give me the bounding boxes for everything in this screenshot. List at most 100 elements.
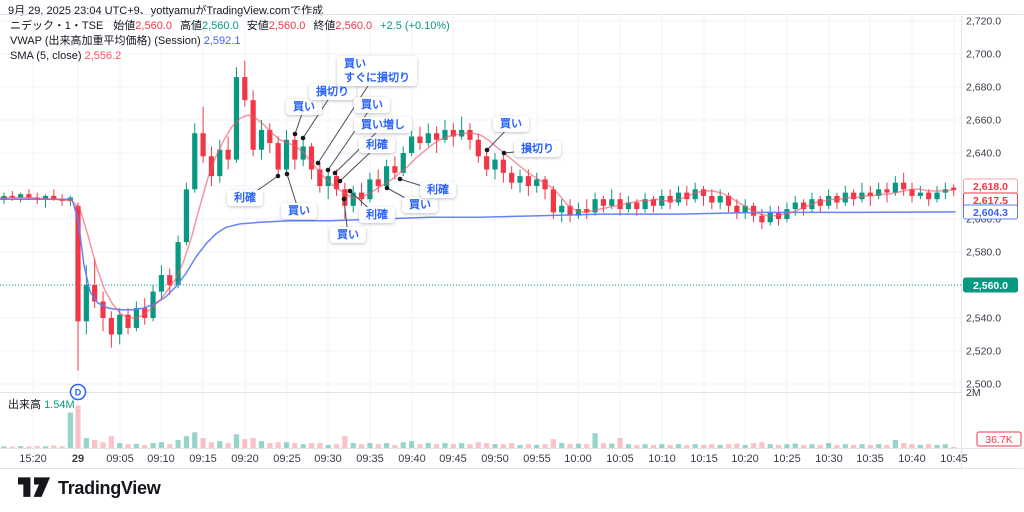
- trade-annotation-label[interactable]: 買い増し: [354, 117, 412, 133]
- svg-text:10:35: 10:35: [856, 453, 884, 465]
- trade-annotation-text: 買い: [337, 229, 359, 241]
- annotation-anchor-dot: [292, 131, 298, 137]
- svg-text:36.7K: 36.7K: [985, 434, 1012, 446]
- svg-text:09:40: 09:40: [398, 453, 426, 465]
- trade-annotation-label[interactable]: 買い: [354, 97, 390, 113]
- ohlc-label: 高値: [180, 20, 202, 32]
- trade-annotation-text: 買い: [361, 99, 383, 111]
- ohlc-label: 安値: [246, 20, 269, 32]
- brand-text: TradingView: [58, 477, 161, 498]
- trade-annotation-label[interactable]: 買い: [281, 203, 317, 219]
- price-axis-labels: 2,618.0 2,617.52,604.3 2,560.0 36.7K: [963, 178, 1022, 447]
- annotation-anchor-dot: [275, 173, 281, 179]
- grid: [0, 15, 961, 448]
- annotation-anchor-dot: [397, 176, 403, 182]
- sma-label: SMA (5, close): [10, 50, 82, 62]
- chart-legend: ニデック・1・TSE 始値2,560.0 高値2,560.0 安値2,560.0 終値2…: [10, 19, 458, 64]
- svg-text:10:30: 10:30: [815, 453, 843, 465]
- svg-text:09:15: 09:15: [189, 453, 217, 465]
- volume-series: [1, 405, 957, 448]
- ohlc-value: 2,560.0: [202, 20, 239, 32]
- svg-text:10:00: 10:00: [564, 453, 592, 465]
- ohlc-value: 2,560.0: [135, 20, 172, 32]
- trade-annotation-text: 利確: [234, 192, 256, 204]
- tradingview-logo-icon: [18, 477, 50, 497]
- volume-scale-label: 2M: [966, 387, 981, 399]
- trade-annotation-text: 損切り: [521, 143, 554, 155]
- vwap-label: VWAP (出来高加重平均価格) (Session): [10, 35, 201, 47]
- svg-text:10:40: 10:40: [898, 453, 926, 465]
- svg-text:10:10: 10:10: [648, 453, 676, 465]
- trade-annotation-label[interactable]: 利確: [420, 182, 456, 198]
- vwap-line[interactable]: [0, 198, 956, 311]
- trade-annotation-label[interactable]: 利確: [359, 207, 395, 223]
- annotation-anchor-dot: [484, 147, 490, 153]
- ohlc-label: 終値: [313, 20, 336, 32]
- trade-annotation-text: 買い: [500, 118, 522, 130]
- time-axis[interactable]: 15:20 29 09:05 09:10 09:15 09:20 09:25 09:30 09:…: [19, 453, 968, 465]
- svg-text:2,680.0: 2,680.0: [966, 82, 1001, 94]
- svg-text:2,617.5: 2,617.5: [973, 195, 1008, 207]
- svg-text:2,560.0: 2,560.0: [973, 280, 1008, 292]
- svg-text:10:15: 10:15: [690, 453, 718, 465]
- trade-annotation-text: 買い: [293, 101, 315, 113]
- ohlc-value: 2,560.0: [335, 20, 373, 32]
- trade-annotation-text: 買い: [344, 58, 366, 70]
- trade-annotation-label[interactable]: 損切り: [514, 141, 561, 157]
- sma-legend-row[interactable]: SMA (5, close) 2,556.2: [10, 49, 458, 64]
- svg-text:2,640.0: 2,640.0: [966, 148, 1001, 160]
- svg-text:09:20: 09:20: [231, 453, 259, 465]
- pane-borders: [0, 14, 1024, 469]
- svg-text:09:50: 09:50: [481, 453, 509, 465]
- trade-annotation-label[interactable]: 利確: [227, 190, 263, 206]
- svg-text:09:35: 09:35: [356, 453, 384, 465]
- ohlc-label: 始値: [113, 20, 136, 32]
- annotation-anchor-dot: [284, 171, 290, 177]
- change-value: +2.5 (+0.10%): [380, 20, 450, 32]
- trade-annotation-text: 利確: [366, 139, 388, 151]
- symbol-title: ニデック・1・TSE: [10, 20, 104, 32]
- annotation-anchor-dot: [315, 160, 321, 166]
- svg-text:09:05: 09:05: [106, 453, 134, 465]
- svg-text:09:45: 09:45: [439, 453, 467, 465]
- trade-annotation-text: 買い: [288, 205, 310, 217]
- svg-text:10:25: 10:25: [773, 453, 801, 465]
- svg-text:2,540.0: 2,540.0: [966, 313, 1001, 325]
- trade-annotation-label[interactable]: 買い: [493, 116, 529, 132]
- volume-value: 1.54M: [44, 399, 75, 411]
- volume-legend[interactable]: 出来高 1.54M: [8, 396, 75, 412]
- symbol-legend-row[interactable]: ニデック・1・TSE 始値2,560.0 高値2,560.0 安値2,560.0 終値2…: [10, 19, 458, 34]
- svg-text:29: 29: [72, 453, 84, 465]
- trade-annotation-label[interactable]: 買い: [330, 227, 366, 243]
- vwap-price-label: [963, 204, 1018, 220]
- annotation-anchor-dot: [384, 185, 390, 191]
- trade-annotation-label[interactable]: 買い すぐに損切り: [337, 56, 417, 86]
- main-chart[interactable]: 2,720.02,700.02,680.02,660.02,640.02,620…: [0, 0, 1024, 472]
- annotation-anchor-dot: [325, 167, 331, 173]
- annotation-anchor-dot: [300, 135, 306, 141]
- trade-annotation-text: 利確: [366, 209, 388, 221]
- tradingview-logo[interactable]: TradingView: [18, 477, 161, 499]
- trade-annotation-text: 買い増し: [361, 119, 405, 131]
- vwap-legend-row[interactable]: VWAP (出来高加重平均価格) (Session) 2,592.1: [10, 34, 458, 49]
- svg-text:10:20: 10:20: [731, 453, 759, 465]
- trade-annotation-label[interactable]: 買い: [402, 197, 438, 213]
- annotation-anchor-dot: [347, 188, 353, 194]
- svg-text:10:45: 10:45: [940, 453, 968, 465]
- annotation-anchor-dot: [501, 150, 507, 156]
- trade-annotation-text: 利確: [427, 184, 449, 196]
- trade-annotation-label[interactable]: 利確: [359, 137, 395, 153]
- svg-text:2,580.0: 2,580.0: [966, 247, 1001, 259]
- trade-annotation-label[interactable]: 損切り: [309, 84, 356, 100]
- trade-annotation-text: 損切り: [316, 86, 349, 98]
- svg-text:2,520.0: 2,520.0: [966, 346, 1001, 358]
- current-price-label: [963, 277, 1018, 293]
- svg-text:D: D: [75, 388, 82, 398]
- annotation-anchor-dot: [341, 196, 347, 202]
- sma-line[interactable]: [0, 114, 953, 319]
- svg-text:2,618.0: 2,618.0: [973, 181, 1008, 193]
- trade-annotation-label[interactable]: 買い: [286, 99, 322, 115]
- svg-text:09:10: 09:10: [147, 453, 175, 465]
- event-marker-d[interactable]: D: [69, 383, 87, 401]
